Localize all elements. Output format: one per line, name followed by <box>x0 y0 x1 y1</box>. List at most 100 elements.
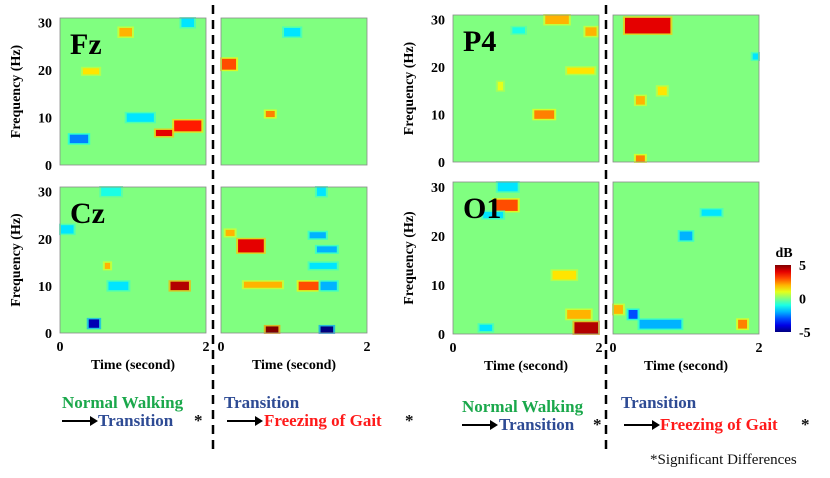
y-tick-label: 20 <box>38 64 52 79</box>
x-axis-label: Time (second) <box>484 359 568 374</box>
caption-left2-star: * <box>405 411 414 430</box>
caption-right2-transition: Transition <box>621 393 697 412</box>
x-tick-label: 0 <box>610 341 617 356</box>
colorbar <box>775 265 791 332</box>
y-axis-label: Frequency (Hz) <box>402 41 417 135</box>
heatmap-cell <box>316 187 326 196</box>
channel-label-o1: O1 <box>463 192 501 225</box>
heatmap-cell <box>104 262 111 269</box>
caption-right-star: * <box>593 415 602 434</box>
heatmap-cell <box>585 27 597 36</box>
panel-border <box>452 14 600 163</box>
footnote: *Significant Differences <box>650 452 797 468</box>
colorbar-tick-label: 0 <box>799 293 806 308</box>
heatmap-cell <box>108 281 129 291</box>
heatmap-cell <box>738 319 748 329</box>
x-tick-label: 2 <box>596 341 603 356</box>
heatmap-cell <box>574 322 598 334</box>
x-axis-label: Time (second) <box>644 359 728 374</box>
heatmap-cell <box>309 262 337 269</box>
heatmap-cell <box>320 281 337 291</box>
heatmap-cell <box>752 53 758 60</box>
heatmap-cell <box>497 81 504 91</box>
panel-border <box>612 14 760 163</box>
heatmap-cell <box>497 182 518 192</box>
y-tick-label: 30 <box>38 186 52 201</box>
y-tick-label: 20 <box>38 233 52 248</box>
heatmap-cell <box>635 155 645 162</box>
heatmap-cell <box>614 305 623 314</box>
y-axis-label: Frequency (Hz) <box>9 213 24 307</box>
x-tick-label: 2 <box>756 341 763 356</box>
channel-label-p4: P4 <box>463 25 496 58</box>
heatmap-cell <box>534 110 555 119</box>
panel-border <box>59 186 207 334</box>
heatmap-cell <box>316 246 337 253</box>
heatmap-cell <box>265 110 275 118</box>
heatmap-cell <box>69 134 89 144</box>
caption-left2-freezing: Freezing of Gait <box>264 411 382 430</box>
panel-border <box>220 186 368 334</box>
heatmap-cell <box>298 281 319 291</box>
arrow-icon <box>624 420 660 430</box>
colorbar-tick-label: -5 <box>799 326 811 341</box>
x-tick-label: 2 <box>364 340 371 355</box>
caption-left-star: * <box>194 411 203 430</box>
heatmap-cell <box>494 199 518 211</box>
caption-left-transition: Transition <box>98 411 174 430</box>
y-tick-label: 10 <box>431 109 445 124</box>
heatmap-cell <box>174 120 202 132</box>
y-tick-label: 10 <box>38 280 52 295</box>
heatmap-cell <box>119 27 132 37</box>
heatmap-panel-fz-2 <box>221 18 367 165</box>
heatmap-cell <box>628 309 638 319</box>
x-axis-label: Time (second) <box>91 358 175 373</box>
y-tick-label: 0 <box>438 156 445 171</box>
channel-label-cz: Cz <box>70 197 105 230</box>
heatmap-cell <box>635 96 645 105</box>
heatmap-cell <box>88 319 100 328</box>
heatmap-panel-cz-2 <box>221 187 367 333</box>
heatmap-panel-p4-2 <box>613 15 759 162</box>
heatmap-cell <box>639 319 682 329</box>
caption-left2-transition: Transition <box>224 393 300 412</box>
channel-label-fz: Fz <box>70 28 102 61</box>
heatmap-cell <box>170 281 189 291</box>
heatmap-cell <box>512 27 525 34</box>
arrow-icon <box>462 420 498 430</box>
heatmap-cell <box>181 18 195 27</box>
x-tick-label: 0 <box>450 341 457 356</box>
heatmap-cell <box>624 17 671 34</box>
panel-border <box>220 17 368 166</box>
heatmap-cell <box>101 187 122 196</box>
heatmap-panel-p4-1 <box>453 15 599 162</box>
colorbar-label: dB <box>775 246 792 261</box>
heatmap-cell <box>679 231 693 241</box>
y-tick-label: 0 <box>45 159 52 174</box>
arrow-icon <box>227 416 263 426</box>
heatmap-cell <box>155 129 173 137</box>
caption-right-transition: Transition <box>499 415 575 434</box>
y-tick-label: 0 <box>45 327 52 342</box>
panel-border <box>612 181 760 335</box>
heatmap-cell <box>657 86 667 96</box>
y-tick-label: 30 <box>431 181 445 196</box>
caption-left-normal-walking: Normal Walking <box>62 393 184 412</box>
x-axis-label: Time (second) <box>252 358 336 373</box>
heatmap-cell <box>126 113 154 122</box>
x-tick-label: 2 <box>203 340 210 355</box>
caption-right2-star: * <box>801 415 810 434</box>
y-tick-label: 20 <box>431 61 445 76</box>
heatmap-cell <box>483 211 504 219</box>
heatmap-cell <box>545 15 569 24</box>
heatmap-panel-cz-1 <box>60 187 206 333</box>
heatmap-cell <box>82 68 100 75</box>
heatmap-cell <box>238 239 264 253</box>
y-axis-label: Frequency (Hz) <box>9 44 24 138</box>
caption-right2-freezing: Freezing of Gait <box>660 415 778 434</box>
heatmap-cell <box>61 225 74 234</box>
y-tick-label: 10 <box>431 279 445 294</box>
heatmap-cell <box>225 229 235 236</box>
heatmap-cell <box>320 326 334 333</box>
